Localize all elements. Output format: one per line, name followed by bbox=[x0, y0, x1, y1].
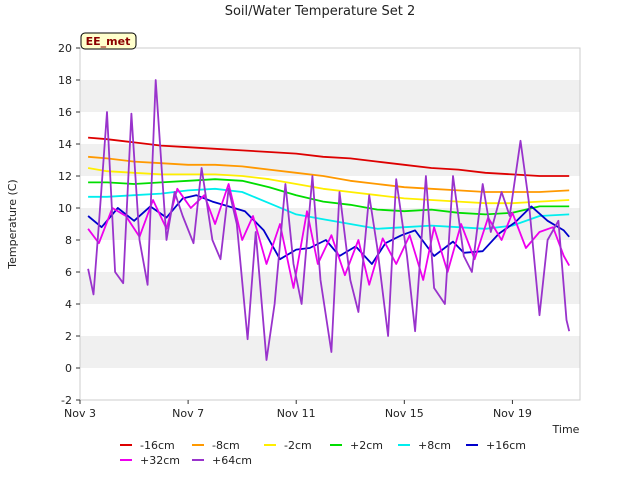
legend-item: +8cm bbox=[398, 439, 451, 452]
x-tick-label: Nov 11 bbox=[277, 407, 316, 420]
grid-band bbox=[80, 80, 580, 112]
y-axis-label: Temperature (C) bbox=[6, 179, 19, 269]
y-tick-label: 4 bbox=[65, 298, 72, 311]
legend-item: +32cm bbox=[120, 454, 180, 467]
series-line-16cm bbox=[88, 136, 570, 177]
plot-frame bbox=[79, 47, 581, 401]
y-tick-label: 20 bbox=[58, 42, 72, 55]
y-tick-label: 0 bbox=[65, 362, 72, 375]
x-axis: Nov 3 Nov 7 Nov 11 Nov 15 Nov 19 bbox=[64, 400, 532, 420]
series-line-64cm bbox=[87, 79, 571, 361]
grid-band bbox=[80, 272, 580, 304]
legend-label: +64cm bbox=[212, 454, 252, 467]
y-tick-label: 14 bbox=[58, 138, 72, 151]
y-tick-label: 8 bbox=[65, 234, 72, 247]
x-axis-label: Time bbox=[552, 423, 580, 436]
legend-item: +16cm bbox=[466, 439, 526, 452]
y-tick-label: 6 bbox=[65, 266, 72, 279]
grid-band bbox=[80, 144, 580, 176]
legend: -16cm -8cm -2cm +2cm +8cm +16cm +32cm +64cm bbox=[120, 439, 526, 467]
station-badge: EE_met bbox=[80, 32, 137, 50]
legend-label: +32cm bbox=[140, 454, 180, 467]
x-tick-label: Nov 19 bbox=[493, 407, 532, 420]
station-badge-label: EE_met bbox=[86, 35, 131, 48]
legend-item: +2cm bbox=[330, 439, 383, 452]
legend-label: +8cm bbox=[418, 439, 451, 452]
y-tick-label: 18 bbox=[58, 74, 72, 87]
x-tick-label: Nov 7 bbox=[172, 407, 204, 420]
legend-label: -2cm bbox=[284, 439, 312, 452]
y-tick-label: 12 bbox=[58, 170, 72, 183]
legend-label: -16cm bbox=[140, 439, 175, 452]
legend-item: -8cm bbox=[192, 439, 240, 452]
legend-label: +16cm bbox=[486, 439, 526, 452]
y-tick-label: 10 bbox=[58, 202, 72, 215]
y-tick-label: -2 bbox=[61, 394, 72, 407]
legend-item: -2cm bbox=[264, 439, 312, 452]
chart-title: Soil/Water Temperature Set 2 bbox=[225, 4, 416, 19]
series-line-2cm bbox=[88, 178, 570, 216]
plot-lines bbox=[87, 79, 571, 361]
legend-label: +2cm bbox=[350, 439, 383, 452]
series-line-16cm bbox=[87, 194, 570, 265]
x-tick-label: Nov 15 bbox=[385, 407, 424, 420]
legend-item: -16cm bbox=[120, 439, 175, 452]
x-tick-label: Nov 3 bbox=[64, 407, 96, 420]
legend-label: -8cm bbox=[212, 439, 240, 452]
y-tick-label: 16 bbox=[58, 106, 72, 119]
y-tick-label: 2 bbox=[65, 330, 72, 343]
y-axis: -2 0 2 4 6 8 10 12 14 16 18 20 bbox=[58, 42, 80, 407]
legend-item: +64cm bbox=[192, 454, 252, 467]
